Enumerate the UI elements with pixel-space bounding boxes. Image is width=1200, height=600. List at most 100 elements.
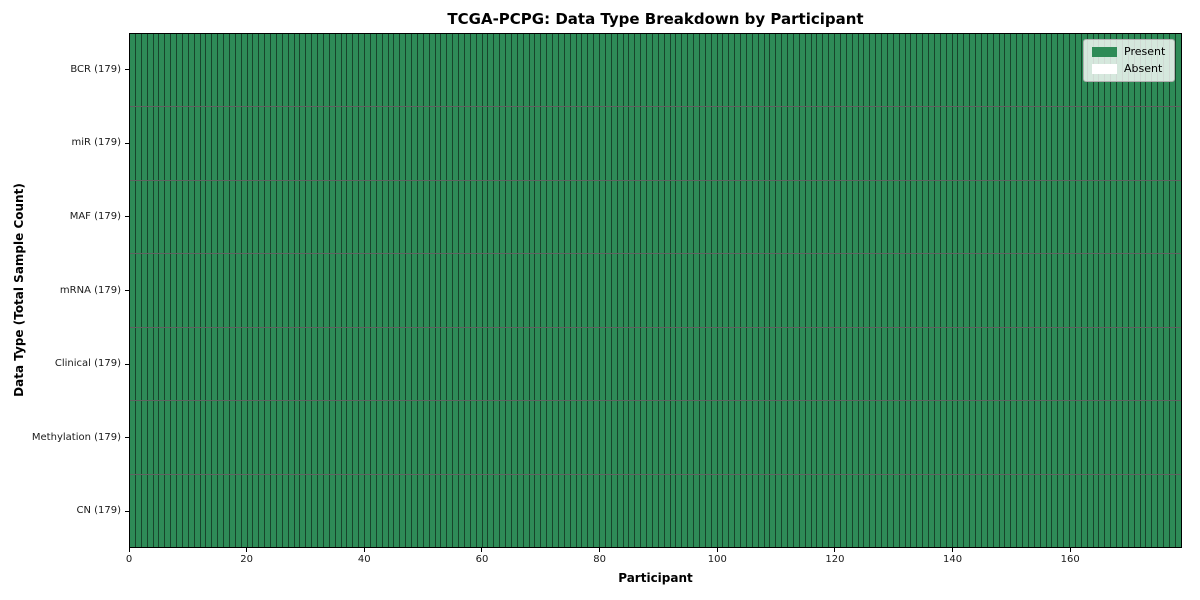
- heatmap-cell: [675, 254, 682, 327]
- heatmap-cell: [481, 401, 488, 474]
- heatmap-cell: [792, 401, 799, 474]
- heatmap-cell: [281, 107, 288, 180]
- heatmap-cell: [1121, 180, 1128, 254]
- heatmap-cell: [375, 401, 382, 474]
- heatmap-cell: [193, 180, 200, 254]
- heatmap-cell: [1016, 254, 1022, 327]
- heatmap-cell: [1033, 180, 1040, 254]
- heatmap-cell: [1022, 180, 1028, 254]
- heatmap-cell: [293, 254, 300, 327]
- y-tick-label: MAF (179): [69, 210, 121, 222]
- heatmap-cell: [769, 34, 776, 107]
- heatmap-cell: [352, 254, 359, 327]
- heatmap-cell: [1033, 254, 1040, 327]
- heatmap-cell: [834, 474, 840, 547]
- heatmap-cell: [763, 34, 770, 107]
- heatmap-cell: [704, 180, 711, 254]
- heatmap-cell: [328, 327, 335, 401]
- heatmap-cell: [593, 180, 599, 254]
- heatmap-cell: [892, 401, 899, 474]
- heatmap-cell: [610, 401, 617, 474]
- heatmap-cell: [352, 474, 359, 547]
- y-tick-label: Clinical (179): [54, 358, 121, 370]
- heatmap-cell: [311, 401, 317, 474]
- heatmap-cell: [675, 401, 682, 474]
- heatmap-cell: [1098, 180, 1105, 254]
- heatmap-cell: [534, 180, 541, 254]
- heatmap-cell: [405, 254, 411, 327]
- heatmap-cell: [869, 474, 876, 547]
- heatmap-cell: [164, 107, 171, 180]
- heatmap-cell: [134, 180, 141, 254]
- heatmap-cell: [957, 180, 964, 254]
- heatmap-cell: [604, 107, 611, 180]
- heatmap-cell: [716, 107, 723, 180]
- heatmap-cell: [552, 107, 558, 180]
- heatmap-cell: [681, 254, 688, 327]
- heatmap-cell: [575, 327, 582, 401]
- heatmap-cell: [939, 107, 946, 180]
- heatmap-cell: [275, 254, 282, 327]
- heatmap-cell: [528, 401, 535, 474]
- heatmap-cell: [663, 180, 670, 254]
- heatmap-cell: [199, 107, 206, 180]
- y-tick-mark: [125, 290, 129, 291]
- heatmap-cell: [505, 180, 511, 254]
- heatmap-cell: [804, 254, 811, 327]
- heatmap-cell: [1022, 254, 1028, 327]
- heatmap-cell: [698, 474, 705, 547]
- heatmap-cell: [722, 254, 729, 327]
- heatmap-cell: [428, 474, 435, 547]
- heatmap-cell: [552, 254, 558, 327]
- heatmap-cell: [1139, 254, 1146, 327]
- heatmap-cell: [1027, 180, 1034, 254]
- heatmap-cell: [205, 254, 212, 327]
- heatmap-cell: [651, 254, 658, 327]
- heatmap-cell: [258, 107, 265, 180]
- heatmap-cell: [722, 474, 729, 547]
- heatmap-cell: [1069, 180, 1075, 254]
- heatmap-cell: [646, 254, 652, 327]
- heatmap-cell: [628, 401, 635, 474]
- heatmap-cell: [651, 180, 658, 254]
- heatmap-cell: [130, 34, 135, 107]
- heatmap-cell: [130, 401, 135, 474]
- heatmap-cell: [816, 401, 823, 474]
- heatmap-cell: [980, 401, 987, 474]
- heatmap-cell: [234, 327, 241, 401]
- heatmap-cell: [493, 180, 500, 254]
- heatmap-cell: [1057, 401, 1064, 474]
- x-tick-label: 80: [593, 554, 606, 565]
- heatmap-cell: [416, 401, 423, 474]
- heatmap-cell: [857, 254, 864, 327]
- heatmap-cell: [622, 34, 629, 107]
- heatmap-cell: [305, 107, 312, 180]
- heatmap-cell: [176, 401, 182, 474]
- heatmap-cell: [199, 180, 206, 254]
- heatmap-cell: [393, 474, 400, 547]
- heatmap-cell: [898, 107, 905, 180]
- heatmap-cell: [599, 401, 605, 474]
- heatmap-cell: [510, 401, 517, 474]
- heatmap-cell: [975, 474, 981, 547]
- heatmap-cell: [170, 180, 176, 254]
- heatmap-cell: [693, 254, 699, 327]
- heatmap-cell: [1139, 327, 1146, 401]
- heatmap-cell: [140, 327, 147, 401]
- heatmap-cell: [569, 327, 576, 401]
- heatmap-cell: [933, 401, 940, 474]
- heatmap-grid: [129, 33, 1182, 548]
- heatmap-cell: [499, 180, 505, 254]
- heatmap-cell: [458, 474, 464, 547]
- heatmap-cell: [281, 180, 288, 254]
- heatmap-cell: [211, 327, 218, 401]
- heatmap-cell: [205, 401, 212, 474]
- heatmap-cell: [810, 180, 817, 254]
- heatmap-cell: [898, 474, 905, 547]
- heatmap-cell: [223, 107, 229, 180]
- heatmap-cell: [1121, 474, 1128, 547]
- heatmap-cell: [681, 474, 688, 547]
- heatmap-cell: [1051, 254, 1058, 327]
- x-tick-label: 60: [475, 554, 489, 565]
- heatmap-cell: [393, 327, 400, 401]
